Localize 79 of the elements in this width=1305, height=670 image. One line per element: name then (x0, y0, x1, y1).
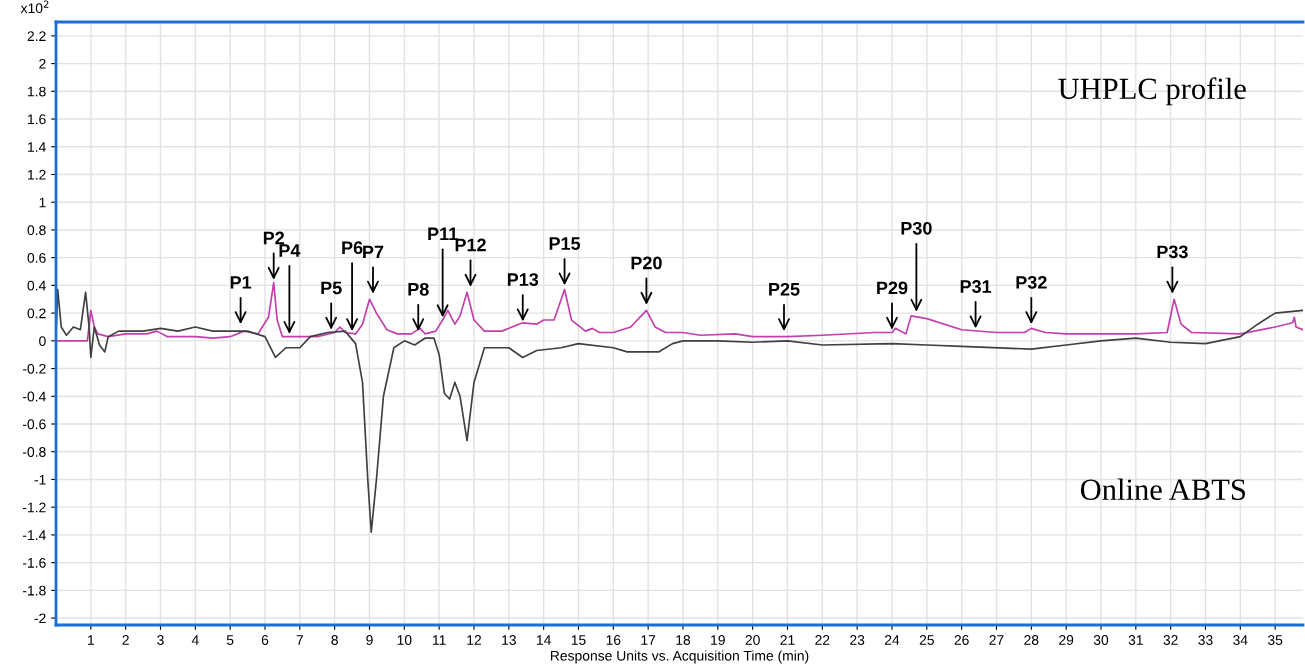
annotation: P5 (321, 281, 342, 295)
x-tick-label: 14 (536, 635, 551, 645)
x-tick-label: 17 (641, 635, 656, 645)
annotation: P11 (428, 227, 458, 241)
x-tick-label: 9 (366, 635, 373, 645)
x-tick-label: 10 (397, 635, 412, 645)
y-tick-label: -1.6 (22, 557, 46, 568)
y-tick-label: 1.4 (28, 142, 46, 152)
y-tick-label: -1.4 (22, 530, 46, 540)
annotation: P12 (455, 238, 486, 252)
x-tick-label: 23 (850, 635, 865, 645)
x-tick-label: 3 (157, 635, 164, 645)
y-tick-label: 0 (39, 336, 46, 346)
x-tick-label: 27 (989, 635, 1004, 645)
y-tick-label: -0.8 (22, 447, 46, 457)
annotation: P20 (631, 256, 662, 270)
x-tick-label: 30 (1093, 635, 1109, 645)
annotation: Online ABTS (1080, 478, 1245, 500)
annotation: P25 (769, 282, 800, 296)
annotation: P33 (1157, 245, 1188, 259)
annotation: P1 (230, 276, 252, 289)
y-tick-label: -0.2 (22, 363, 46, 374)
x-tick-label: 33 (1198, 635, 1213, 645)
x-tick-label: 28 (1024, 635, 1039, 645)
y-tick-label: 2 (39, 58, 46, 69)
annotation: P2 (263, 231, 285, 245)
x-tick-label: 5 (226, 635, 234, 645)
x-tick-label: 18 (676, 635, 691, 645)
y-tick-label: 1.8 (28, 86, 46, 97)
x-tick-label: 8 (331, 635, 338, 645)
y-tick-label: 0.4 (27, 280, 46, 291)
y-tick-label: 2.2 (27, 31, 46, 41)
x-tick-label: 4 (191, 635, 199, 645)
x-tick-label: 25 (919, 635, 934, 645)
y-tick-label: 0.2 (27, 308, 46, 319)
y-tick-label: -1.2 (22, 502, 46, 513)
x-tick-label: 26 (954, 635, 969, 645)
annotation: P4 (279, 244, 301, 257)
x-tick-label: 35 (1267, 635, 1283, 645)
annotation: P13 (507, 273, 539, 286)
x-tick-label: 34 (1233, 635, 1248, 645)
y-tick-label: -1 (34, 474, 46, 485)
y-tick-label: -2 (34, 613, 46, 624)
x-tick-label: 22 (815, 635, 830, 645)
annotation: P6 (342, 241, 363, 255)
x-tick-label: 12 (467, 635, 482, 645)
x-tick-label: 32 (1163, 635, 1178, 645)
x-tick-label: 20 (745, 635, 760, 645)
annotation: UHPLC profile (1058, 77, 1246, 106)
y-tick-label: -0.6 (22, 419, 46, 430)
y-tick-label: 1.2 (28, 169, 46, 180)
x-tick-label: 16 (606, 635, 621, 645)
x-tick-label: 21 (780, 635, 795, 645)
x-tick-label: 24 (884, 635, 900, 645)
annotation: P29 (877, 281, 908, 295)
y-tick-label: 1 (39, 197, 46, 208)
y-tick-label: 0.6 (27, 252, 46, 263)
annotation: P8 (408, 282, 429, 296)
annotation: P7 (363, 245, 384, 259)
x-tick-label: 7 (296, 635, 303, 645)
x-axis-title: Response Units vs. Acquisition Time (min) (550, 650, 809, 664)
x-tick-label: 13 (502, 635, 516, 645)
y-axis-title: x10$^{2}$ (20, 0, 49, 14)
x-tick-label: 29 (1059, 635, 1074, 645)
y-tick-label: 1.6 (28, 114, 46, 125)
x-tick-label: 2 (122, 635, 129, 645)
y-tick-label: 0.8 (27, 225, 46, 236)
x-tick-label: 6 (261, 635, 269, 645)
annotation: P30 (901, 221, 932, 235)
x-tick-label: 1 (88, 635, 95, 645)
y-tick-label: -0.4 (22, 391, 46, 402)
x-tick-label: 19 (711, 635, 725, 645)
annotation: P32 (1016, 275, 1047, 289)
annotation: P31 (960, 280, 992, 293)
x-tick-label: 15 (571, 635, 586, 645)
annotation: P15 (549, 237, 581, 250)
y-tick-label: -1.8 (22, 585, 46, 596)
x-tick-label: 31 (1128, 635, 1143, 645)
x-tick-label: 11 (433, 635, 446, 645)
